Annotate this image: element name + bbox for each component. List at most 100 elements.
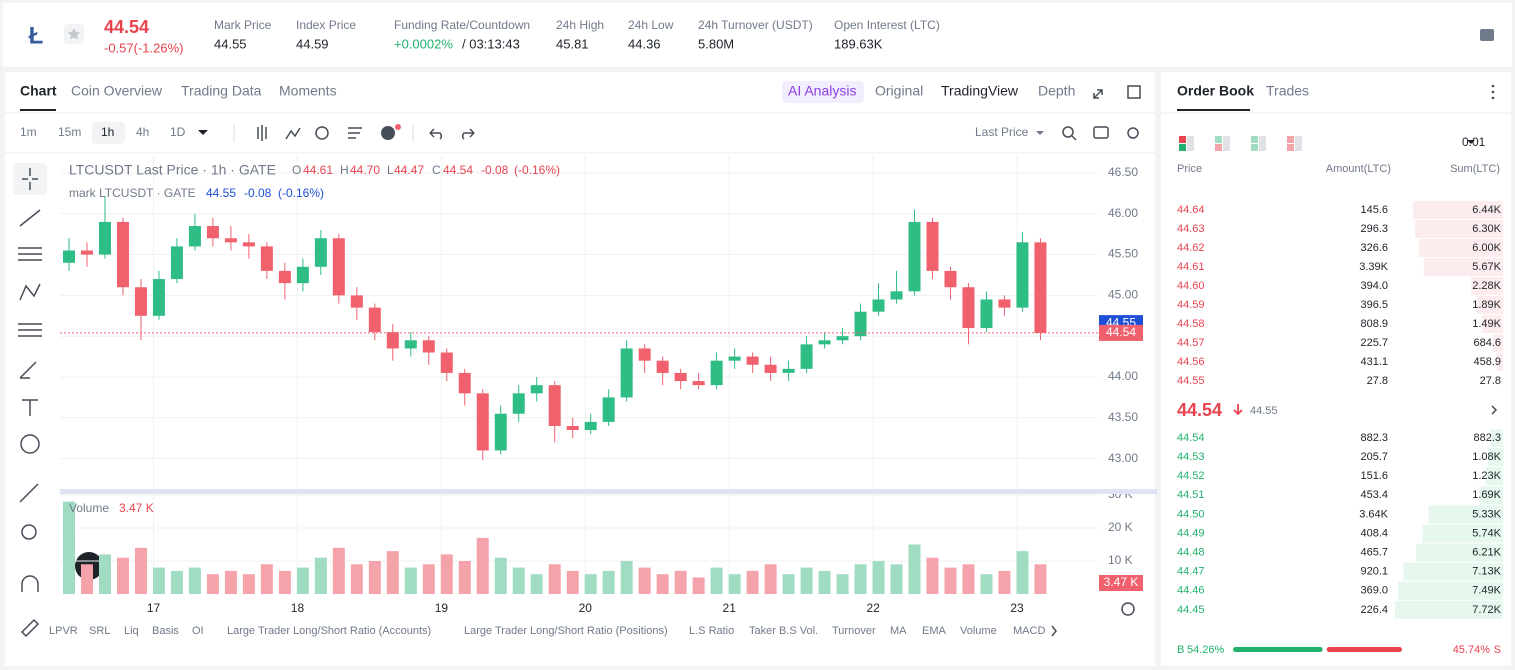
- chart-tab[interactable]: Moments: [279, 83, 337, 99]
- book-view-icon[interactable]: [1179, 136, 1186, 143]
- line-tool[interactable]: [19, 209, 41, 227]
- indicator[interactable]: Basis: [152, 625, 179, 637]
- book-view-icon[interactable]: [1287, 136, 1294, 143]
- indicator[interactable]: Large Trader Long/Short Ratio (Accounts): [227, 625, 431, 637]
- fib-tool[interactable]: [18, 247, 42, 261]
- candle-body: [566, 425, 579, 431]
- sell-label: S: [1494, 644, 1501, 656]
- buy-ratio-bar: [1233, 647, 1323, 652]
- zoom-tool[interactable]: [21, 524, 37, 540]
- search-icon[interactable]: [1062, 126, 1074, 138]
- camera-icon[interactable]: [1093, 126, 1109, 139]
- pencil-tool[interactable]: [20, 618, 40, 638]
- measure-tool[interactable]: [18, 323, 42, 337]
- precision[interactable]: 0.01: [1462, 135, 1486, 149]
- book-tab[interactable]: Order Book: [1177, 83, 1254, 99]
- book-amount: 396.5: [1360, 299, 1388, 311]
- dropdown-caret[interactable]: [1036, 131, 1044, 135]
- chevron[interactable]: [1491, 405, 1498, 415]
- book-icon[interactable]: [1480, 29, 1494, 41]
- interval[interactable]: 15m: [58, 125, 81, 139]
- depth-bar: [1490, 429, 1503, 447]
- indicator[interactable]: Liq: [124, 625, 139, 637]
- layout-icon[interactable]: [1127, 85, 1141, 99]
- chart-tab[interactable]: Coin Overview: [71, 83, 163, 99]
- indicator[interactable]: L.S Ratio: [689, 625, 734, 637]
- volume-bar: [836, 574, 849, 594]
- volume-tick-label: 10 K: [1108, 553, 1133, 567]
- magnet-tool[interactable]: [21, 575, 39, 592]
- indicator[interactable]: LPVR: [49, 625, 78, 637]
- more-dot[interactable]: [1491, 84, 1495, 88]
- axis-settings-icon[interactable]: [1121, 602, 1135, 616]
- add-icon[interactable]: [381, 126, 395, 140]
- book-sum: 1.23K: [1472, 470, 1501, 482]
- view-tab[interactable]: AI Analysis: [788, 83, 856, 99]
- volume-bar: [782, 574, 795, 594]
- indicator[interactable]: SRL: [89, 625, 110, 637]
- scroll-right[interactable]: [1051, 625, 1057, 637]
- volume-bar: [224, 570, 237, 594]
- candle-body: [908, 221, 921, 292]
- book-sum: 5.74K: [1472, 527, 1501, 539]
- emoji-tool[interactable]: [20, 434, 40, 454]
- template-icon[interactable]: [348, 127, 362, 139]
- indicator[interactable]: MACD: [1013, 625, 1045, 637]
- stat-value: 44.55: [214, 36, 247, 51]
- book-price: 44.60: [1177, 280, 1205, 292]
- dropdown-caret[interactable]: [198, 130, 208, 135]
- indicator[interactable]: OI: [192, 625, 204, 637]
- book-view-icon[interactable]: [1215, 136, 1222, 143]
- interval[interactable]: 1D: [170, 125, 186, 139]
- redo-icon[interactable]: [461, 128, 475, 140]
- book-price: 44.56: [1177, 356, 1205, 368]
- book-sum: 2.28K: [1472, 280, 1501, 292]
- view-tab[interactable]: Depth: [1038, 83, 1075, 99]
- indicator[interactable]: EMA: [922, 625, 947, 637]
- text-tool[interactable]: [22, 399, 38, 416]
- pattern-tool[interactable]: [19, 283, 41, 301]
- chart-tab[interactable]: Trading Data: [181, 83, 262, 99]
- volume-bar: [494, 557, 507, 594]
- book-view-icon[interactable]: [1251, 136, 1258, 143]
- book-amount: 408.4: [1360, 527, 1388, 539]
- interval[interactable]: 1m: [20, 125, 37, 139]
- volume-value: 3.47 K: [119, 501, 154, 515]
- book-mark-price: 44.55: [1250, 405, 1278, 417]
- undo-icon[interactable]: [429, 128, 443, 140]
- stat-value: 45.81: [556, 36, 589, 51]
- indicator[interactable]: Large Trader Long/Short Ratio (Positions…: [464, 625, 668, 637]
- chart-tab[interactable]: Chart: [20, 83, 57, 99]
- volume-bar: [908, 544, 921, 594]
- candle-body: [278, 270, 291, 284]
- refresh-icon[interactable]: [315, 126, 329, 140]
- interval[interactable]: 1h: [101, 125, 114, 139]
- book-price: 44.62: [1177, 242, 1205, 254]
- settings-icon[interactable]: [1127, 127, 1139, 139]
- mark-legend: mark LTCUSDT · GATE: [69, 186, 196, 200]
- view-tab[interactable]: TradingView: [941, 83, 1019, 99]
- y-tick-label: 44.00: [1108, 369, 1138, 383]
- volume-bar: [98, 554, 111, 594]
- book-tab[interactable]: Trades: [1266, 83, 1309, 99]
- price-source[interactable]: Last Price: [975, 125, 1029, 139]
- crosshair-tool[interactable]: [22, 168, 38, 190]
- ruler-tool[interactable]: [19, 483, 39, 503]
- indicator[interactable]: Turnover: [832, 625, 876, 637]
- indicator[interactable]: MA: [890, 625, 907, 637]
- more-dot: [1491, 90, 1495, 94]
- brush-tool[interactable]: [19, 361, 37, 379]
- x-tick-label: 23: [1010, 601, 1024, 615]
- expand-icon[interactable]: [1093, 89, 1103, 99]
- indicator[interactable]: Taker B.S Vol.: [749, 625, 818, 637]
- dropdown-caret[interactable]: [1467, 140, 1475, 144]
- book-view-icon: [1179, 144, 1186, 151]
- view-tab[interactable]: Original: [875, 83, 923, 99]
- indicator-icon[interactable]: [285, 127, 301, 140]
- candle-type-icon[interactable]: [257, 125, 267, 141]
- badge-dot: [395, 124, 401, 130]
- volume-bar: [980, 574, 993, 594]
- indicator[interactable]: Volume: [960, 625, 997, 637]
- interval[interactable]: 4h: [136, 125, 149, 139]
